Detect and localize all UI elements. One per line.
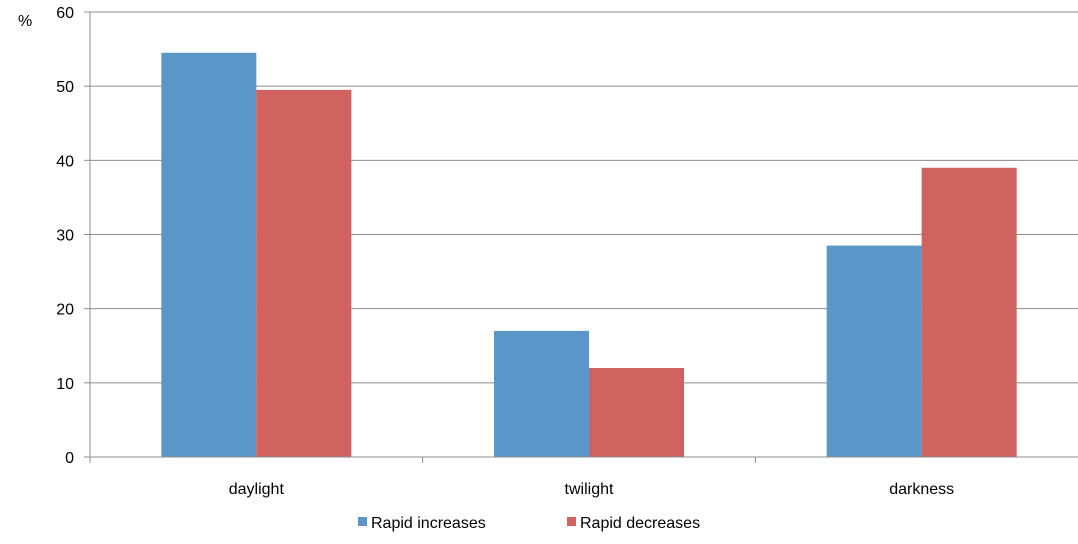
y-tick-label: 40 <box>56 153 74 170</box>
legend-label: Rapid decreases <box>580 515 700 532</box>
tick-labels: 0 10 20 30 40 50 60 daylight twilight darkness <box>56 5 954 498</box>
y-tick-label: 50 <box>56 79 74 96</box>
y-tick-label: 10 <box>56 376 74 393</box>
legend: Rapid increases Rapid decreases <box>358 515 700 532</box>
y-tick-label: 60 <box>56 5 74 22</box>
legend-swatch <box>567 517 576 526</box>
x-tick-label: twilight <box>565 481 614 498</box>
bars <box>161 52 1017 458</box>
bar-daylight-rapid-decreases <box>256 89 352 457</box>
axes <box>84 11 1078 463</box>
x-tick-label: daylight <box>229 481 285 498</box>
bar-darkness-rapid-increases <box>826 245 922 457</box>
y-axis-unit-label: % <box>18 13 32 30</box>
bar-daylight-rapid-increases <box>161 52 257 458</box>
bar-darkness-rapid-decreases <box>921 167 1017 457</box>
bar-twilight-rapid-increases <box>494 330 589 457</box>
legend-swatch <box>358 517 367 526</box>
bar-twilight-rapid-decreases <box>589 368 684 457</box>
legend-label: Rapid increases <box>371 515 486 532</box>
x-tick-label: darkness <box>889 481 954 498</box>
y-tick-label: 30 <box>56 228 74 245</box>
y-tick-label: 20 <box>56 302 74 319</box>
y-tick-label: 0 <box>65 450 74 467</box>
